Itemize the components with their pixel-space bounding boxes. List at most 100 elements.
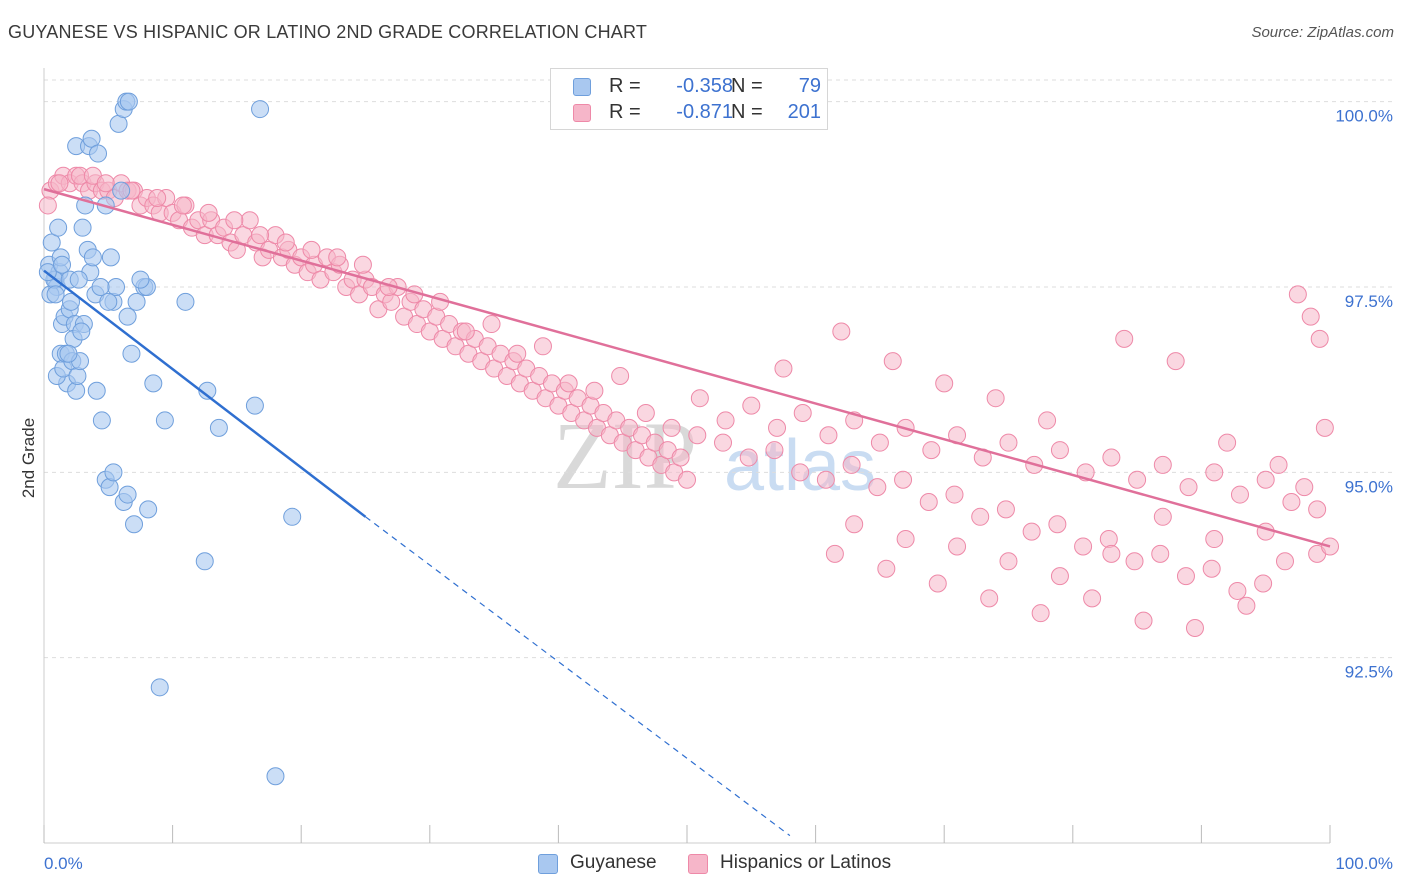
data-point-hispanics xyxy=(1048,515,1067,534)
data-point-guyanese xyxy=(155,411,174,430)
data-point-hispanics xyxy=(1022,522,1041,541)
data-point-hispanics xyxy=(678,470,696,489)
data-point-hispanics xyxy=(1176,567,1195,586)
data-point-guyanese xyxy=(118,307,137,326)
correlation-legend: R = -0.358 N = 79 R = -0.871 N = 201 xyxy=(550,68,828,130)
data-point-hispanics xyxy=(611,366,630,385)
series-hispanics-points xyxy=(38,166,1339,638)
data-point-guyanese xyxy=(49,218,68,237)
data-point-guyanese xyxy=(99,292,118,311)
r-label: R = xyxy=(609,101,641,123)
data-point-hispanics xyxy=(1031,604,1050,623)
data-point-hispanics xyxy=(845,515,864,534)
x-tick-label: 0.0% xyxy=(44,854,83,873)
data-point-hispanics xyxy=(870,433,889,452)
data-point-guyanese xyxy=(251,100,270,119)
data-point-hispanics xyxy=(1282,492,1301,511)
data-point-hispanics xyxy=(765,441,784,460)
data-point-guyanese xyxy=(87,381,106,400)
data-point-hispanics xyxy=(986,389,1005,408)
data-point-hispanics xyxy=(1310,329,1329,348)
data-point-hispanics xyxy=(1050,441,1069,460)
data-point-guyanese xyxy=(83,248,102,267)
data-point-hispanics xyxy=(508,344,527,363)
data-point-guyanese xyxy=(209,418,228,437)
data-point-hispanics xyxy=(832,322,851,341)
data-point-hispanics xyxy=(1151,544,1170,563)
data-point-hispanics xyxy=(935,374,954,393)
data-point-hispanics xyxy=(456,322,475,341)
data-point-guyanese xyxy=(118,485,137,504)
data-point-hispanics xyxy=(1237,596,1256,615)
data-point-hispanics xyxy=(919,492,938,511)
data-point-guyanese xyxy=(107,277,126,296)
data-point-hispanics xyxy=(1202,559,1221,578)
data-point-guyanese xyxy=(150,678,169,697)
data-point-guyanese xyxy=(127,292,146,311)
chart-source: Source: ZipAtlas.com xyxy=(1251,24,1394,41)
y-tick-label: 97.5% xyxy=(1345,292,1393,311)
y-tick-label: 92.5% xyxy=(1345,663,1393,682)
data-point-guyanese xyxy=(283,507,302,526)
swatch-hispanics xyxy=(573,104,591,122)
data-point-hispanics xyxy=(877,559,896,578)
data-point-hispanics xyxy=(585,381,604,400)
chart-title: GUYANESE VS HISPANIC OR LATINO 2ND GRADE… xyxy=(8,22,648,42)
data-point-hispanics xyxy=(636,404,655,423)
y-axis-title: 2nd Grade xyxy=(19,418,38,498)
data-point-hispanics xyxy=(1115,329,1134,348)
r-value: -0.358 xyxy=(676,75,733,97)
data-point-guyanese xyxy=(100,478,119,497)
trend-lines xyxy=(43,187,1331,837)
data-point-hispanics xyxy=(328,248,347,267)
data-point-hispanics xyxy=(1153,507,1172,526)
data-point-hispanics xyxy=(922,441,941,460)
data-point-guyanese xyxy=(122,344,141,363)
data-point-guyanese xyxy=(92,411,111,430)
data-point-hispanics xyxy=(1179,478,1198,497)
data-point-hispanics xyxy=(96,174,115,193)
data-point-hispanics xyxy=(742,396,761,415)
data-point-hispanics xyxy=(1083,589,1102,608)
data-point-hispanics xyxy=(868,478,887,497)
data-point-hispanics xyxy=(1185,619,1204,638)
data-point-hispanics xyxy=(999,433,1018,452)
data-point-hispanics xyxy=(1038,411,1057,430)
legend-label-hispanics: Hispanics or Latinos xyxy=(720,852,892,873)
data-point-hispanics xyxy=(739,448,758,467)
data-point-hispanics xyxy=(894,470,913,489)
data-point-guyanese xyxy=(89,144,108,163)
n-value: 201 xyxy=(787,101,821,123)
data-point-hispanics xyxy=(1153,455,1172,474)
data-point-hispanics xyxy=(227,240,246,259)
data-point-hispanics xyxy=(1288,285,1307,304)
data-point-hispanics xyxy=(1230,485,1249,504)
data-point-hispanics xyxy=(1050,567,1069,586)
data-point-hispanics xyxy=(251,226,270,245)
data-point-hispanics xyxy=(883,352,902,371)
swatch-hispanics xyxy=(688,854,708,874)
data-point-hispanics xyxy=(148,189,167,208)
data-point-hispanics xyxy=(1315,418,1334,437)
data-point-hispanics xyxy=(1166,352,1185,371)
data-point-guyanese xyxy=(73,218,92,237)
data-point-guyanese xyxy=(82,129,101,148)
data-point-hispanics xyxy=(559,374,578,393)
data-point-hispanics xyxy=(716,411,735,430)
data-point-guyanese xyxy=(69,270,88,289)
data-point-hispanics xyxy=(714,433,733,452)
x-tick-label: 100.0% xyxy=(1335,854,1393,873)
data-point-hispanics xyxy=(662,418,681,437)
swatch-guyanese xyxy=(573,78,591,96)
data-point-hispanics xyxy=(971,507,990,526)
data-point-hispanics xyxy=(1301,307,1320,326)
data-point-hispanics xyxy=(688,426,707,445)
data-point-hispanics xyxy=(482,315,501,334)
r-value: -0.871 xyxy=(676,101,733,123)
data-point-hispanics xyxy=(38,196,57,215)
data-point-hispanics xyxy=(50,174,69,193)
data-point-hispanics xyxy=(1125,552,1144,571)
swatch-guyanese xyxy=(538,854,558,874)
data-point-hispanics xyxy=(1295,478,1314,497)
data-point-hispanics xyxy=(1205,530,1224,549)
